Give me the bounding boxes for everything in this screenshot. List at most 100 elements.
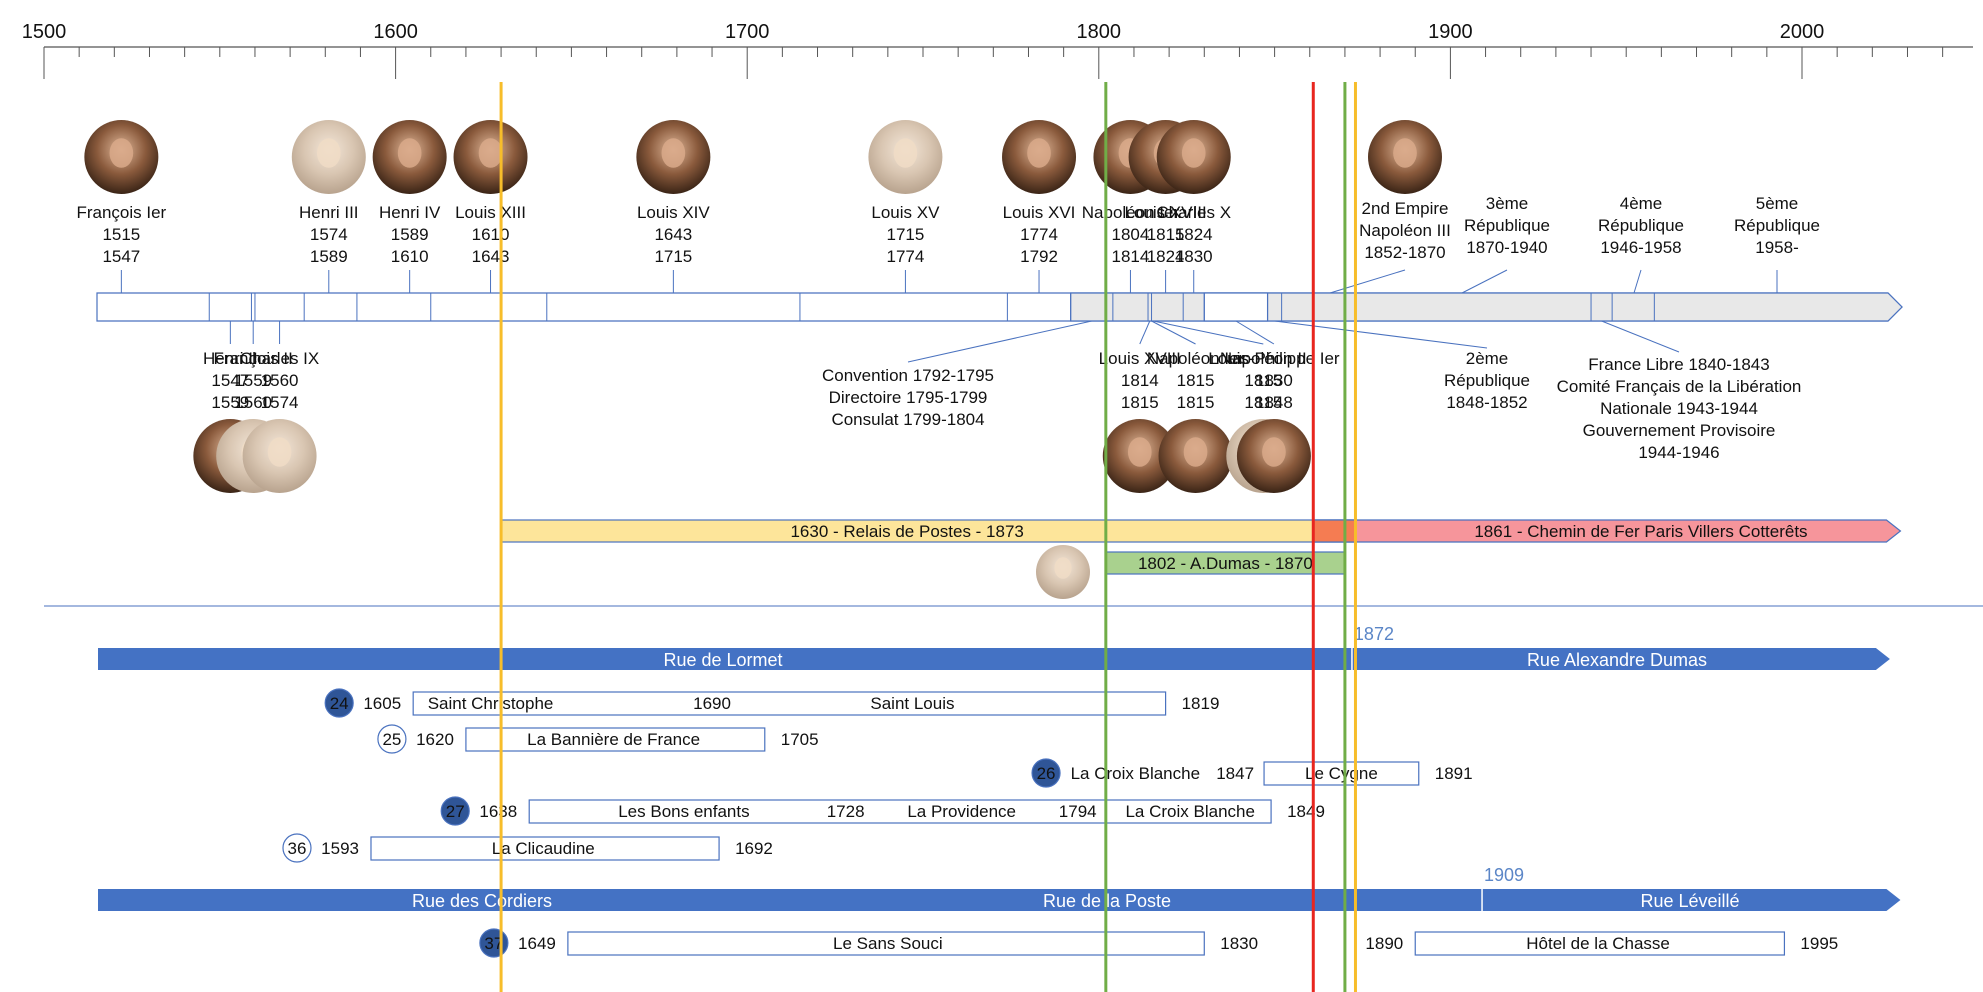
ruler-end: 1815 bbox=[1244, 393, 1282, 412]
ruler-pointer bbox=[1139, 320, 1151, 345]
house-start-year: 1638 bbox=[479, 802, 517, 821]
ruler-end: 1792 bbox=[1020, 247, 1058, 266]
chemin-de-fer-label: 1861 - Chemin de Fer Paris Villers Cotte… bbox=[1474, 522, 1807, 541]
house-number-badge bbox=[440, 796, 470, 826]
regime-line: Convention 1792-1795 bbox=[822, 366, 994, 385]
house-end-year: 1849 bbox=[1287, 802, 1325, 821]
regime-line: Nationale 1943-1944 bbox=[1600, 399, 1758, 418]
ruler-end: 1643 bbox=[472, 247, 510, 266]
ruler-name: François Ier bbox=[76, 203, 166, 222]
street-rue-de-lormet: Rue de Lormet bbox=[663, 650, 782, 670]
portrait-louis-xv-face bbox=[893, 138, 918, 168]
house-name: 1794 bbox=[1059, 802, 1097, 821]
ruler-end: 1815 bbox=[1177, 393, 1215, 412]
house-number-badge bbox=[282, 833, 312, 863]
ruler-name: Charles IX bbox=[240, 349, 319, 368]
house-number-badge bbox=[324, 688, 354, 718]
street-split-year: 1872 bbox=[1354, 624, 1394, 644]
ruler-pointer bbox=[1153, 320, 1264, 345]
ruler-pointer bbox=[1235, 320, 1275, 345]
ruler-start: 1643 bbox=[654, 225, 692, 244]
portrait-henri-iv-face bbox=[397, 138, 422, 168]
regime-line: 5ème bbox=[1756, 194, 1799, 213]
house-box bbox=[1414, 931, 1786, 956]
ruler-name: Louis XIV bbox=[637, 203, 710, 222]
ruler-end: 1848 bbox=[1255, 393, 1293, 412]
house-name: Hôtel de la Chasse bbox=[1526, 934, 1670, 953]
regime-line: 1852-1870 bbox=[1364, 243, 1445, 262]
ruler-start: 1830 bbox=[1255, 371, 1293, 390]
regime-line: Directoire 1795-1799 bbox=[829, 388, 988, 407]
house-box bbox=[567, 931, 1205, 956]
portrait-henri-iii-face bbox=[316, 138, 341, 168]
ruler-name: Louis XVIII bbox=[1099, 349, 1181, 368]
reign-bar-louis-philippe bbox=[1203, 292, 1269, 322]
street-rue-alexandre-dumas: Rue Alexandre Dumas bbox=[1527, 650, 1707, 670]
portrait-alexandre-dumas-face bbox=[1054, 557, 1072, 579]
regime-line: 1870-1940 bbox=[1466, 238, 1547, 257]
house-box bbox=[465, 727, 766, 752]
ruler-start: 1815 bbox=[1177, 371, 1215, 390]
house-start-year: 1593 bbox=[321, 839, 359, 858]
portrait-napol-on-ier-face bbox=[1183, 437, 1208, 467]
portrait-charles-x-face bbox=[1181, 138, 1206, 168]
ruler-end: 1774 bbox=[887, 247, 925, 266]
regime-line: Comité Français de la Libération bbox=[1557, 377, 1802, 396]
ruler-end: 1830 bbox=[1175, 247, 1213, 266]
ruler-start: 1814 bbox=[1121, 371, 1159, 390]
house-start-year: 1649 bbox=[518, 934, 556, 953]
regime-line: République bbox=[1598, 216, 1684, 235]
house-end-year: 1819 bbox=[1182, 694, 1220, 713]
regime-line: République bbox=[1734, 216, 1820, 235]
street-bar bbox=[98, 889, 1901, 911]
regime-line: Gouvernement Provisoire bbox=[1583, 421, 1776, 440]
ruler-start: 1515 bbox=[102, 225, 140, 244]
house-number: 26 bbox=[1037, 764, 1056, 783]
ruler-name: Henri IV bbox=[379, 203, 441, 222]
house-name: Saint Louis bbox=[870, 694, 954, 713]
regime-pointer bbox=[1274, 320, 1488, 349]
house-end-year: 1692 bbox=[735, 839, 773, 858]
ruler-start: 1610 bbox=[472, 225, 510, 244]
portrait-louis-xiii-face bbox=[478, 138, 503, 168]
regime-line: Consulat 1799-1804 bbox=[831, 410, 984, 429]
ruler-start: 1559 bbox=[234, 371, 272, 390]
house-number: 37 bbox=[484, 934, 503, 953]
ruler-start: 1560 bbox=[261, 371, 299, 390]
ruler-name: Louis XV bbox=[871, 203, 940, 222]
ruler-start: 1574 bbox=[310, 225, 348, 244]
house-number: 25 bbox=[382, 730, 401, 749]
axis-tick-label: 2000 bbox=[1780, 21, 1825, 43]
regime-pointer bbox=[1329, 269, 1406, 294]
ruler-name: Louis XVIII bbox=[1124, 203, 1206, 222]
portrait-louis-philippe-ier-face bbox=[1262, 437, 1286, 467]
regime-line: 1944-1946 bbox=[1638, 443, 1719, 462]
ruler-name: François II bbox=[214, 349, 293, 368]
regime-line: 1946-1958 bbox=[1600, 238, 1681, 257]
regime-pointer bbox=[1601, 320, 1680, 353]
regime-line: 1958- bbox=[1755, 238, 1798, 257]
house-number-badge bbox=[1031, 758, 1061, 788]
ruler-end: 1574 bbox=[261, 393, 299, 412]
ruler-name: Henri II bbox=[203, 349, 258, 368]
house-box bbox=[528, 799, 1272, 824]
regime-pointer bbox=[1461, 269, 1508, 294]
ruler-name: Louis-Philippe Ier bbox=[1208, 349, 1340, 368]
house-number: 36 bbox=[288, 839, 307, 858]
ruler-end: 1560 bbox=[234, 393, 272, 412]
ruler-start: 1547 bbox=[211, 371, 249, 390]
house-start-year: 1847 bbox=[1216, 764, 1254, 783]
house-name: Les Bons enfants bbox=[618, 802, 749, 821]
ruler-name: Charles X bbox=[1156, 203, 1231, 222]
axis-tick-label: 1800 bbox=[1077, 21, 1122, 43]
ruler-start: 1774 bbox=[1020, 225, 1058, 244]
regime-line: 3ème bbox=[1486, 194, 1529, 213]
street-bar bbox=[98, 648, 1890, 670]
ruler-name: Louis XVI bbox=[1003, 203, 1076, 222]
regime-line: 1848-1852 bbox=[1446, 393, 1527, 412]
house-number: 24 bbox=[330, 694, 349, 713]
house-number-badge bbox=[377, 724, 407, 754]
regime-line: 2ème bbox=[1466, 349, 1509, 368]
ruler-end: 1589 bbox=[310, 247, 348, 266]
house-number: 27 bbox=[446, 802, 465, 821]
